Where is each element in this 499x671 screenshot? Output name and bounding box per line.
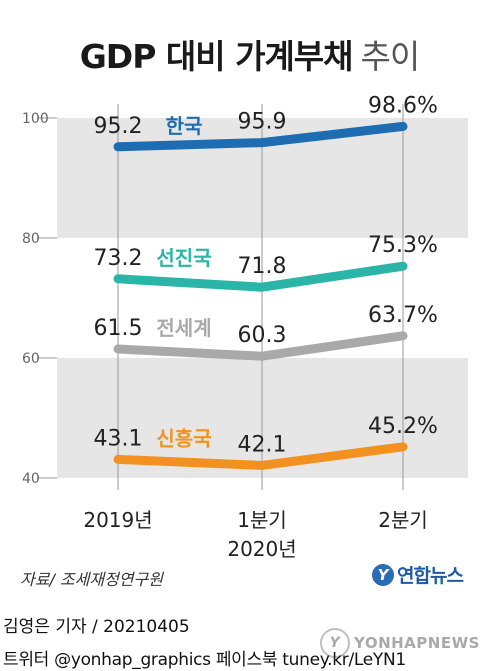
yonhap-logo-text: 연합뉴스 — [397, 565, 464, 587]
social-links: 트위터 @yonhap_graphics 페이스북 tuney.kr/LeYN1 — [3, 650, 406, 670]
data-label-0-1: 95.9 — [238, 110, 287, 135]
series-line-2 — [113, 331, 408, 361]
series-line-0 — [113, 121, 408, 152]
yonhap-logo: Y 연합뉴스 — [372, 561, 464, 588]
x-tick-label-1: 1분기 — [237, 508, 287, 532]
chart-title-main: GDP 대비 가계부채 — [79, 37, 354, 76]
data-label-3-0: 43.1 — [94, 426, 143, 451]
data-label-2-0: 61.5 — [94, 316, 143, 341]
data-label-1-1: 71.8 — [238, 254, 287, 279]
data-label-3-1: 42.1 — [238, 432, 287, 457]
x-tick-label-2: 2분기 — [378, 508, 428, 532]
data-label-2-2: 63.7% — [368, 303, 438, 328]
data-label-1-2: 75.3% — [368, 233, 438, 258]
data-label-1-0: 73.2 — [94, 246, 143, 271]
series-line-1 — [113, 261, 408, 292]
series-line-3 — [113, 442, 408, 470]
source-note: 자료/ 조세재정연구원 — [20, 570, 163, 589]
y-tick-label-60: 60 — [22, 351, 40, 367]
watermark-icon: Y — [320, 628, 350, 658]
y-tick-label-80: 80 — [22, 231, 40, 247]
x-tick-sublabel-1: 2020년 — [227, 537, 296, 561]
data-label-3-2: 45.2% — [368, 414, 438, 439]
x-tick-label-0: 2019년 — [83, 508, 152, 532]
watermark-text: YONHAPNEWS — [354, 634, 480, 652]
series-name-2: 전세계 — [156, 316, 211, 340]
chart-title: GDP 대비 가계부채 추이 — [0, 30, 499, 78]
y-tick-label-100: 100 — [22, 111, 49, 127]
series-name-3: 신흥국 — [156, 426, 211, 450]
chart-title-sub: 추이 — [360, 37, 421, 76]
series-name-1: 선진국 — [156, 246, 211, 270]
byline: 김영은 기자 / 20210405 — [3, 617, 190, 637]
data-label-0-0: 95.2 — [94, 114, 143, 139]
series-name-0: 한국 — [166, 114, 203, 138]
data-label-2-1: 60.3 — [238, 323, 287, 348]
watermark: Y YONHAPNEWS — [320, 628, 480, 658]
yonhap-logo-icon: Y — [372, 563, 394, 586]
y-tick-label-40: 40 — [22, 471, 40, 487]
data-label-0-2: 98.6% — [368, 93, 438, 118]
